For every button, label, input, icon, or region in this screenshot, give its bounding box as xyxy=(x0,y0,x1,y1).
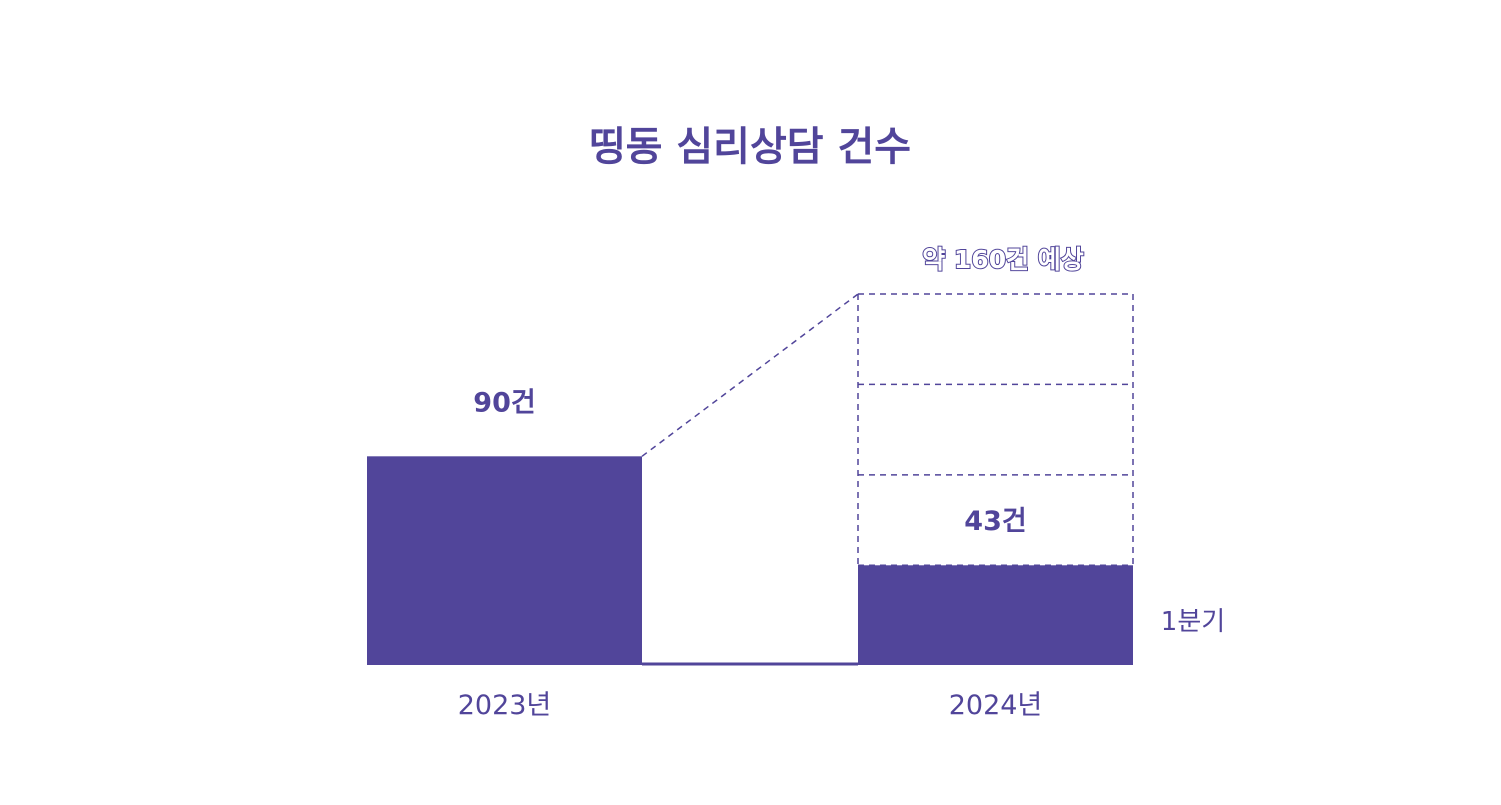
bar-2 xyxy=(858,565,1133,665)
bar-1 xyxy=(367,456,642,665)
category-label-1: 2023년 xyxy=(458,690,552,721)
trend-line xyxy=(641,293,859,457)
bars-layer xyxy=(367,456,1133,666)
quarter-label: 1분기 xyxy=(1161,607,1225,637)
category-label-2: 2024년 xyxy=(949,690,1043,721)
projection-layer xyxy=(641,293,1134,567)
chart-title: 띵동 심리상담 건수 xyxy=(589,124,911,170)
value-label-1: 90건 xyxy=(473,387,535,418)
value-label-2: 43건 xyxy=(964,506,1026,537)
labels-layer: 90건 43건 2023년 2024년 xyxy=(458,387,1043,721)
projection-label: 약 160건 예상 xyxy=(922,245,1084,274)
